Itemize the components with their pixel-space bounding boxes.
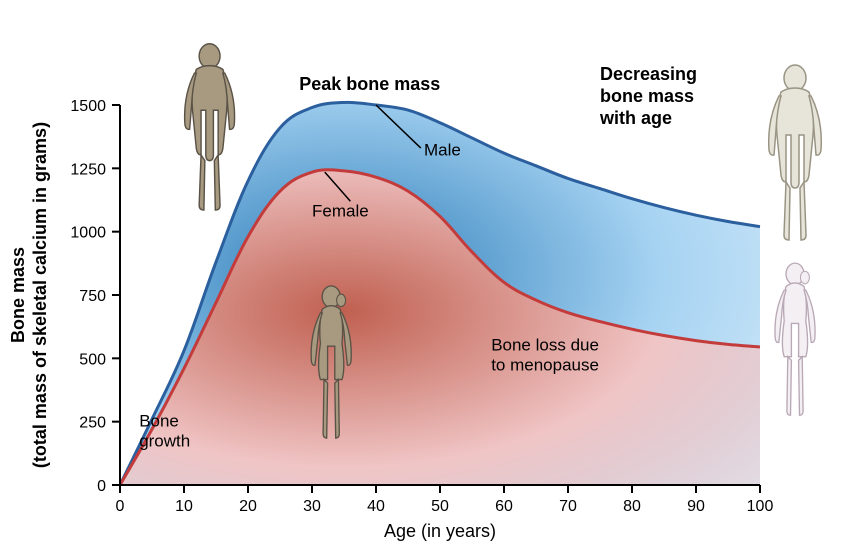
x-tick-label: 80 bbox=[623, 498, 641, 515]
menopause-label: Bone loss dueto menopause bbox=[491, 336, 599, 375]
x-tick-label: 10 bbox=[175, 498, 193, 515]
x-tick-label: 100 bbox=[747, 498, 774, 515]
y-tick-label: 1250 bbox=[70, 161, 106, 178]
female-old-figure bbox=[775, 263, 815, 415]
x-axis-title: Age (in years) bbox=[384, 521, 496, 541]
x-tick-label: 20 bbox=[239, 498, 257, 515]
male-series-label: Male bbox=[424, 141, 461, 160]
x-tick-label: 40 bbox=[367, 498, 385, 515]
x-tick-label: 0 bbox=[116, 498, 125, 515]
y-axis-title: Bone mass(total mass of skeletal calcium… bbox=[8, 122, 50, 468]
y-tick-label: 750 bbox=[79, 288, 106, 305]
x-tick-label: 70 bbox=[559, 498, 577, 515]
decreasing-age-label: Decreasingbone masswith age bbox=[599, 64, 697, 128]
peak-bone-mass-label: Peak bone mass bbox=[299, 74, 440, 94]
x-tick-label: 60 bbox=[495, 498, 513, 515]
y-tick-label: 500 bbox=[79, 351, 106, 368]
x-tick-label: 30 bbox=[303, 498, 321, 515]
y-tick-label: 250 bbox=[79, 415, 106, 432]
male-young-figure bbox=[185, 44, 235, 210]
female-series-label: Female bbox=[312, 201, 369, 220]
x-tick-label: 50 bbox=[431, 498, 449, 515]
y-tick-label: 1000 bbox=[70, 225, 106, 242]
x-tick-label: 90 bbox=[687, 498, 705, 515]
y-tick-label: 1500 bbox=[70, 98, 106, 115]
y-tick-label: 0 bbox=[97, 478, 106, 495]
bone-mass-chart: 0102030405060708090100025050075010001250… bbox=[0, 0, 860, 553]
male-old-figure bbox=[769, 65, 822, 240]
